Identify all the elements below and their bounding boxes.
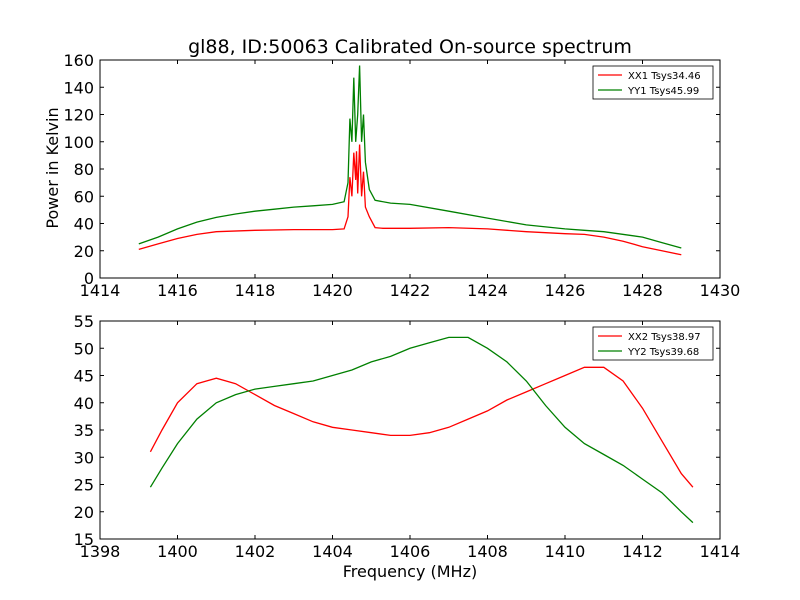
y-tick-label: 25 [74,476,94,495]
x-tick-label: 1398 [80,542,121,561]
y-tick-label: 160 [63,51,94,70]
y-tick-label: 100 [63,133,94,152]
y-tick-label: 140 [63,78,94,97]
y-tick-label: 35 [74,421,94,440]
chart-title: gl88, ID:50063 Calibrated On-source spec… [188,36,632,58]
x-tick-label: 1418 [235,281,276,300]
legend-label: YY2 Tsys39.68 [627,347,699,358]
y-tick-label: 55 [74,312,94,331]
x-tick-label: 1410 [545,542,586,561]
x-tick-label: 1400 [157,542,198,561]
x-tick-label: 1416 [157,281,198,300]
y-tick-label: 40 [74,394,94,413]
x-tick-label: 1408 [467,542,508,561]
y-tick-label: 15 [74,530,94,549]
series-line-2-2 [149,336,694,524]
y-axis-label-top: Power in Kelvin [43,107,62,228]
x-tick-label: 1414 [700,542,741,561]
legend-box [592,326,714,361]
x-tick-label: 1428 [622,281,663,300]
x-tick-label: 1420 [312,281,353,300]
y-tick-label: 80 [74,160,94,179]
x-tick-label: 1404 [312,542,353,561]
legend-box [592,65,714,100]
legend-label: XX2 Tsys38.97 [628,332,701,343]
y-tick-label: 40 [74,215,94,234]
x-tick-label: 1424 [467,281,508,300]
x-tick-label: 1412 [622,542,663,561]
series-line-1-2 [138,65,682,249]
series-line-1-1 [138,144,682,256]
x-tick-label: 1422 [390,281,431,300]
legend-label: YY1 Tsys45.99 [627,86,699,97]
x-tick-label: 1402 [235,542,276,561]
y-tick-label: 60 [74,187,94,206]
y-tick-label: 50 [74,339,94,358]
y-tick-label: 20 [74,242,94,261]
x-axis-label-bottom: Frequency (MHz) [343,562,477,581]
x-tick-label: 1414 [80,281,121,300]
x-tick-label: 1430 [700,281,741,300]
panel-2: 1398 1400 1402 1404 1406 1408 1410 1412 1414 15 20… [74,312,741,561]
panel-1: 1414 1416 1418 1420 1422 1424 1426 1428 1430 0 20 4… [63,51,740,300]
legend-2: XX2 Tsys38.97 YY2 Tsys39.68 [592,326,714,361]
y-tick-label: 45 [74,367,94,386]
y-tick-label: 30 [74,448,94,467]
y-tick-label: 20 [74,503,94,522]
x-tick-label: 1426 [545,281,586,300]
series-line-2-1 [149,366,694,488]
x-tick-label: 1406 [390,542,431,561]
y-tick-label: 120 [63,106,94,125]
legend-label: XX1 Tsys34.46 [628,71,701,82]
y-tick-label: 0 [84,269,94,288]
legend-1: XX1 Tsys34.46 YY1 Tsys45.99 [592,65,714,100]
